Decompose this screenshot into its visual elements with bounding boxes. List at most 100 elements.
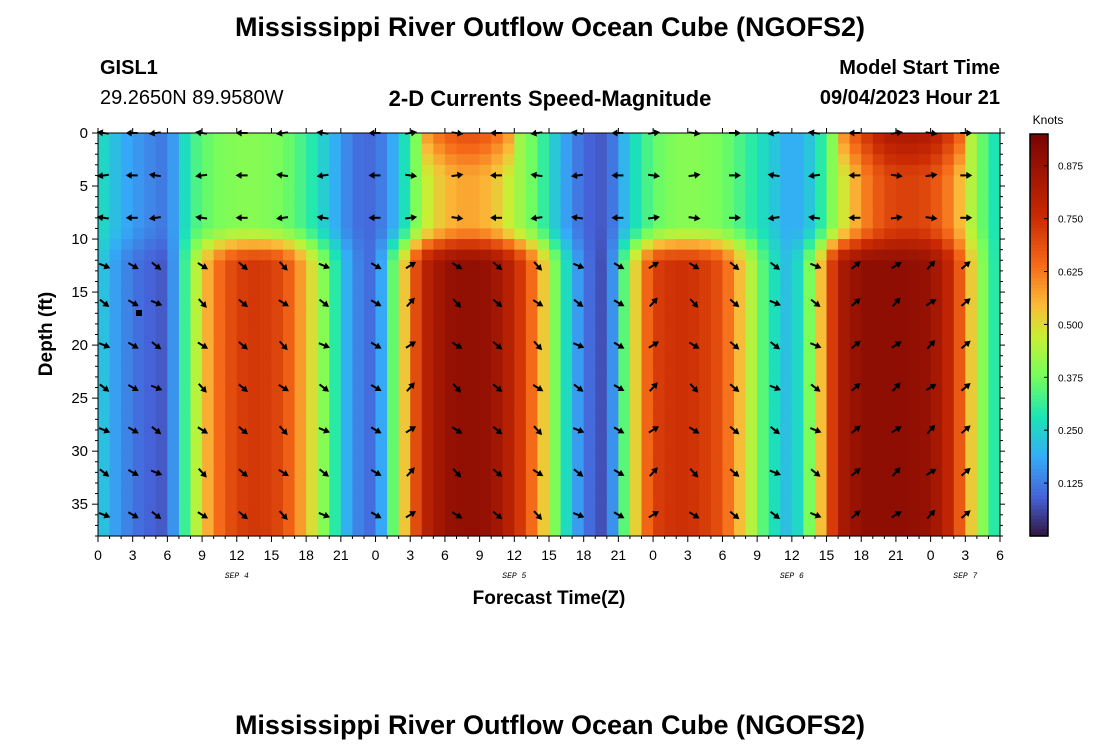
heatmap-cell: [502, 175, 515, 187]
heatmap-cell: [606, 440, 619, 452]
heatmap-cell: [248, 143, 261, 155]
heatmap-cell: [780, 451, 793, 463]
heatmap-cell: [734, 175, 747, 187]
heatmap-cell: [259, 292, 273, 304]
heatmap-cell: [202, 504, 215, 516]
heatmap-cell: [641, 239, 654, 251]
heatmap-cell: [410, 260, 423, 272]
heatmap-cell: [919, 143, 932, 155]
heatmap-cell: [872, 398, 885, 410]
heatmap-cell: [537, 239, 550, 251]
heatmap-cell: [479, 270, 492, 283]
heatmap-cell: [514, 164, 527, 177]
heatmap-cell: [421, 239, 434, 251]
heatmap-cell: [803, 313, 816, 325]
heatmap-cell: [144, 345, 157, 357]
heatmap-cell: [953, 482, 966, 495]
heatmap-cell: [375, 302, 388, 314]
heatmap-cell: [687, 302, 700, 314]
heatmap-cell: [595, 482, 608, 495]
heatmap-cell: [653, 260, 666, 272]
heatmap-cell: [629, 440, 643, 452]
heatmap-cell: [421, 164, 434, 177]
heatmap-cell: [710, 207, 724, 219]
heatmap-cell: [803, 186, 816, 198]
current-vector: [960, 467, 971, 477]
heatmap-cell: [132, 408, 145, 420]
heatmap-cell: [340, 207, 354, 219]
heatmap-cell: [803, 334, 816, 346]
heatmap-cell: [976, 451, 990, 463]
heatmap-cell: [745, 387, 758, 399]
heatmap-cell: [410, 514, 423, 526]
heatmap-cell: [271, 514, 284, 526]
heatmap-cell: [699, 313, 712, 325]
heatmap-cell: [560, 493, 573, 505]
heatmap-cell: [895, 154, 909, 166]
heatmap-cell: [410, 493, 423, 505]
heatmap-cell: [433, 217, 446, 230]
current-vector: [729, 425, 740, 435]
heatmap-cell: [352, 217, 365, 230]
heatmap-cell: [826, 302, 839, 314]
heatmap-cell: [202, 472, 215, 484]
heatmap-cell: [664, 154, 677, 166]
heatmap-cell: [768, 228, 781, 240]
heatmap-cell: [306, 451, 319, 463]
heatmap-cell: [583, 387, 596, 399]
heatmap-cell: [803, 398, 816, 410]
heatmap-cell: [780, 154, 793, 166]
heatmap-cell: [352, 270, 365, 283]
current-vector: [649, 297, 658, 308]
heatmap-cell: [225, 376, 238, 389]
heatmap-cell: [144, 133, 157, 145]
heatmap-cell: [676, 239, 689, 251]
heatmap-cell: [202, 270, 215, 283]
heatmap-cell: [294, 408, 307, 420]
heatmap-cell: [676, 408, 689, 420]
heatmap-cell: [121, 302, 134, 314]
heatmap-cell: [502, 133, 515, 145]
heatmap-cell: [953, 398, 966, 410]
heatmap-cell: [930, 334, 943, 346]
heatmap-cell: [930, 376, 943, 389]
heatmap-cell: [942, 302, 955, 314]
current-vector: [405, 426, 417, 434]
heatmap-cell: [976, 292, 990, 304]
heatmap-cell: [352, 154, 365, 166]
heatmap-cell: [745, 345, 758, 357]
heatmap-cell: [641, 398, 654, 410]
current-vector: [98, 262, 111, 270]
heatmap-cell: [387, 323, 400, 336]
heatmap-cell: [687, 440, 700, 452]
heatmap-cell: [560, 440, 573, 452]
heatmap-cell: [826, 281, 839, 293]
heatmap-cell: [780, 186, 793, 198]
heatmap-cell: [352, 472, 365, 484]
heatmap-cell: [780, 461, 793, 473]
heatmap-cell: [421, 525, 434, 537]
heatmap-cell: [618, 440, 631, 452]
heatmap-cell: [132, 323, 145, 336]
heatmap-cell: [676, 207, 689, 219]
heatmap-cell: [826, 186, 839, 198]
heatmap-cell: [687, 175, 700, 187]
heatmap-cell: [838, 228, 851, 240]
heatmap-cell: [340, 281, 354, 293]
heatmap-cell: [676, 472, 689, 484]
heatmap-cell: [190, 323, 203, 336]
heatmap-cell: [167, 186, 180, 198]
heatmap-cell: [942, 408, 955, 420]
heatmap-cell: [606, 260, 619, 272]
heatmap-cell: [699, 281, 712, 293]
heatmap-cell: [410, 186, 423, 198]
heatmap-cell: [190, 493, 203, 505]
heatmap-cell: [907, 313, 920, 325]
heatmap-cell: [572, 207, 585, 219]
heatmap-cell: [132, 355, 145, 367]
heatmap-cell: [653, 249, 666, 261]
heatmap-cell: [468, 366, 481, 378]
heatmap-cell: [491, 164, 504, 177]
heatmap-cell: [919, 408, 932, 420]
heatmap-cell: [387, 154, 400, 166]
